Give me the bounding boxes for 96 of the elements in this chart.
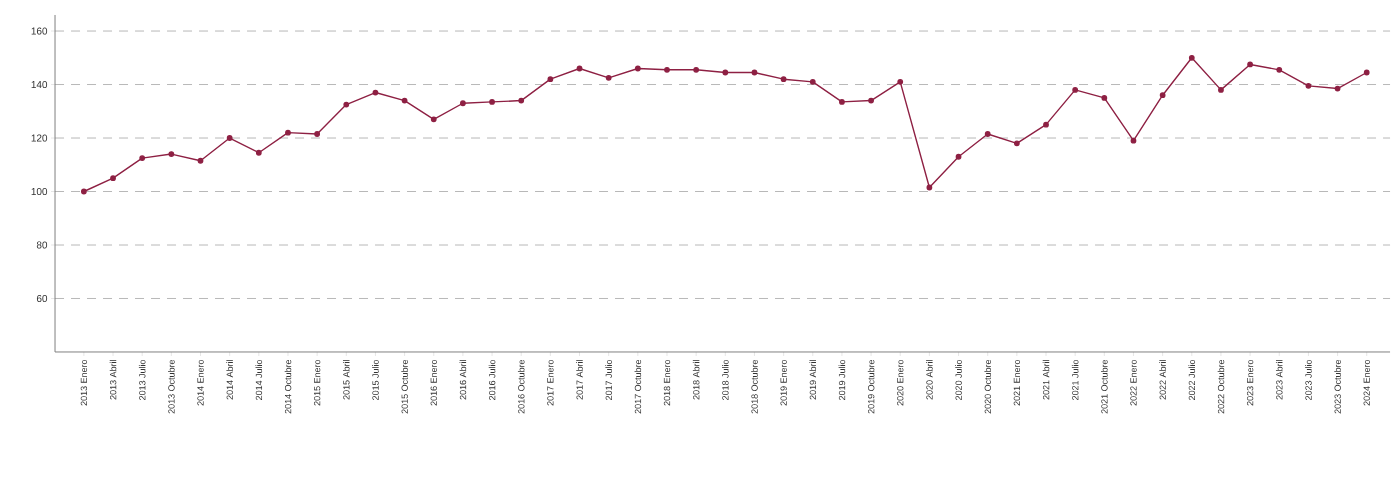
y-tick-label: 100 xyxy=(31,187,48,196)
point xyxy=(110,175,116,182)
x-tick-label: 2023 Octubre xyxy=(1334,359,1341,414)
y-tick-label: 140 xyxy=(31,81,48,89)
x-tick-label: 2021 Enero xyxy=(1013,359,1021,406)
point xyxy=(372,89,379,96)
x-tick-label: 2018 Julio xyxy=(722,359,729,400)
x-tick-label: 2017 Abril xyxy=(576,360,583,400)
point xyxy=(984,131,991,137)
point xyxy=(955,153,962,160)
x-tick-label: 2019 Enero xyxy=(780,359,787,406)
point xyxy=(285,129,291,136)
x-tick-label: 2016 Julio xyxy=(488,359,496,400)
point xyxy=(430,116,437,123)
point xyxy=(139,155,146,161)
x-tick-label: 2022 Abril xyxy=(1159,360,1166,400)
y-tick-label: 80 xyxy=(36,241,48,249)
point xyxy=(1101,95,1108,101)
y-tick-label: 160 xyxy=(31,27,48,35)
x-tick-label: 2022 Enero xyxy=(1130,359,1137,406)
x-tick-label: 2017 Julio xyxy=(605,359,612,400)
x-tick-label: 2018 Octubre xyxy=(751,359,758,414)
point xyxy=(926,184,933,191)
point xyxy=(343,101,350,108)
x-tick-label: 2020 Octubre xyxy=(984,359,991,414)
point xyxy=(1218,86,1224,93)
point xyxy=(634,65,641,72)
x-tick-label: 2016 Abril xyxy=(459,360,467,400)
x-tick-label: 2021 Abril xyxy=(1042,360,1050,400)
point xyxy=(1334,85,1341,92)
x-tick-label: 2022 Julio xyxy=(1188,359,1196,400)
point xyxy=(226,135,233,141)
point xyxy=(751,69,758,76)
x-tick-label: 2015 Julio xyxy=(372,359,379,400)
x-tick-label: 2013 Enero xyxy=(80,359,88,406)
point xyxy=(693,66,700,73)
point xyxy=(547,76,554,83)
x-tick-label: 2015 Abril xyxy=(342,360,350,400)
x-tick-label: 2018 Enero xyxy=(663,359,671,406)
point xyxy=(1188,54,1195,61)
x-tick-label: 2020 Julio xyxy=(955,359,962,400)
x-tick-label: 2022 Octubre xyxy=(1217,359,1225,414)
point xyxy=(1363,69,1370,76)
y-tick-label: 60 xyxy=(36,294,48,303)
point xyxy=(1130,137,1137,144)
point xyxy=(868,97,874,104)
point xyxy=(1013,140,1020,147)
point xyxy=(664,66,670,73)
x-tick-label: 2020 Enero xyxy=(897,359,904,406)
x-tick-label: 2023 Julio xyxy=(1305,359,1312,400)
x-tick-label: 2013 Abril xyxy=(109,360,117,400)
x-tick-label: 2019 Octubre xyxy=(867,359,875,414)
x-tick-label: 2024 Enero xyxy=(1363,359,1370,406)
point xyxy=(1159,92,1166,99)
x-tick-label: 2013 Octubre xyxy=(168,359,175,414)
x-tick-label: 2019 Abril xyxy=(809,360,817,400)
point xyxy=(518,97,525,104)
point xyxy=(314,131,321,137)
point xyxy=(80,188,87,195)
point xyxy=(576,65,583,72)
point xyxy=(255,149,262,156)
point xyxy=(168,151,175,157)
x-tick-label: 2013 Julio xyxy=(138,359,146,400)
x-tick-label: 2023 Enero xyxy=(1246,359,1254,406)
point xyxy=(1247,61,1253,68)
x-tick-label: 2016 Enero xyxy=(430,359,437,406)
x-tick-label: 2014 Julio xyxy=(255,359,263,400)
x-tick-label: 2014 Abril xyxy=(226,360,233,400)
x-tick-label: 2017 Octubre xyxy=(634,359,642,414)
x-tick-label: 2023 Abril xyxy=(1275,360,1283,400)
x-tick-label: 2017 Enero xyxy=(547,359,554,406)
point xyxy=(1305,82,1312,89)
x-tick-label: 2020 Abril xyxy=(926,360,933,400)
x-tick-label: 2021 Julio xyxy=(1071,359,1079,400)
point xyxy=(1072,86,1079,93)
x-tick-label: 2014 Octubre xyxy=(284,359,292,414)
point xyxy=(722,69,729,76)
point xyxy=(489,99,495,105)
y-tick-label: 120 xyxy=(31,134,48,142)
point xyxy=(839,99,845,105)
x-tick-label: 2014 Enero xyxy=(197,359,204,406)
x-tick-label: 2015 Octubre xyxy=(401,359,408,414)
point xyxy=(1276,66,1283,73)
point xyxy=(809,78,816,85)
point xyxy=(780,76,787,83)
x-tick-label: 2021 Octubre xyxy=(1101,359,1108,414)
x-tick-label: 2019 Julio xyxy=(838,359,846,400)
point xyxy=(401,97,408,104)
x-tick-label: 2016 Octubre xyxy=(517,359,525,414)
x-tick-label: 2018 Abril xyxy=(692,360,700,400)
point xyxy=(460,100,466,107)
x-tick-label: 2015 Enero xyxy=(313,359,321,406)
point xyxy=(1043,121,1049,128)
point xyxy=(197,157,204,164)
point xyxy=(605,74,612,81)
point xyxy=(897,78,904,85)
